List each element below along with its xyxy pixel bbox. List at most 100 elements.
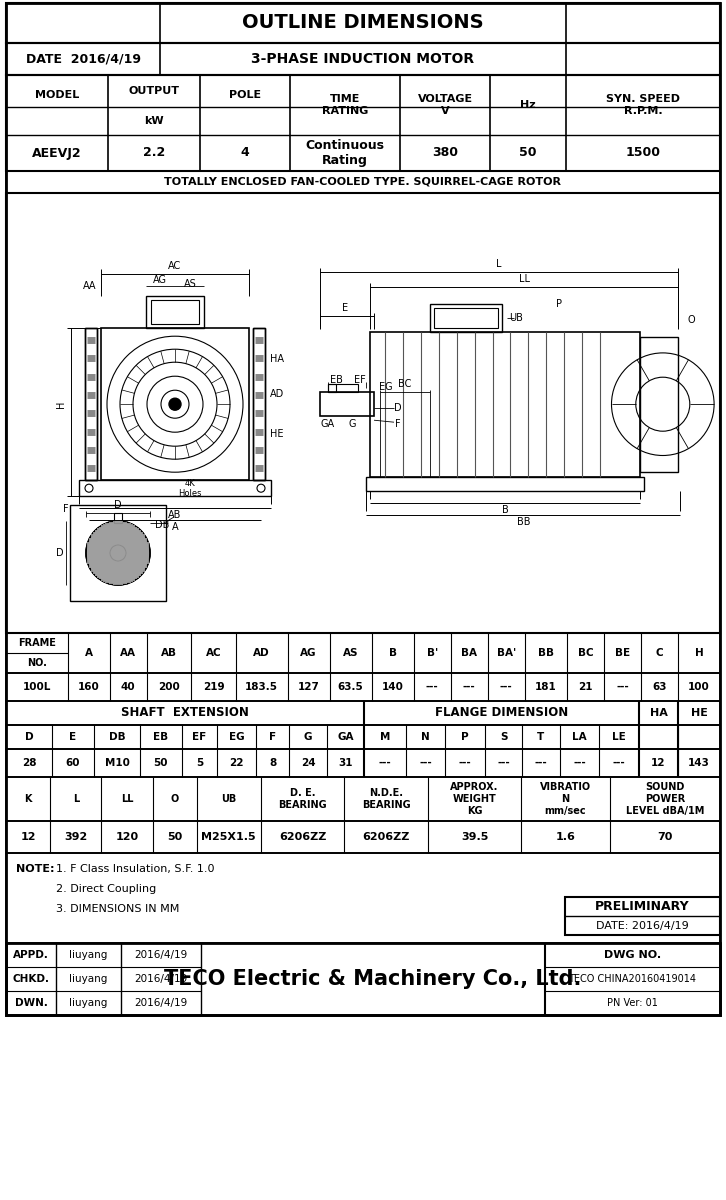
Text: AA: AA [121,648,136,658]
Text: 31: 31 [338,758,353,768]
Text: 22: 22 [229,758,244,768]
Bar [6,749,720,778]
Bar [328,384,336,392]
Text: DB: DB [155,520,169,530]
Text: D: D [25,732,33,742]
Text: OUTPUT: OUTPUT [129,86,179,96]
Text: 1. F Class Insulation, S.F. 1.0: 1. F Class Insulation, S.F. 1.0 [56,864,214,874]
Text: AA: AA [83,281,96,292]
Text: AEEVJ2: AEEVJ2 [32,146,82,160]
Text: ---: --- [613,758,625,768]
Bar [85,328,97,480]
Text: 2016/4/19: 2016/4/19 [134,974,187,984]
Text: DB: DB [109,732,126,742]
Text: S: S [500,732,507,742]
Text: N: N [421,732,430,742]
Text: DWN.: DWN. [15,998,47,1008]
Text: 6206ZZ: 6206ZZ [279,832,326,842]
Bar [253,328,265,480]
Bar [6,634,720,673]
Text: F: F [395,419,401,430]
Text: BA': BA' [497,648,516,658]
Text: EB: EB [330,376,343,385]
Text: 1500: 1500 [626,146,661,160]
Text: D: D [114,500,122,510]
Bar [85,328,97,480]
Bar [253,328,265,480]
Text: ---: --- [573,758,586,768]
Text: O: O [688,314,696,325]
Text: O: O [171,794,179,804]
Text: OUTLINE DIMENSIONS: OUTLINE DIMENSIONS [242,13,484,32]
Text: 24: 24 [301,758,315,768]
Text: 160: 160 [78,682,99,692]
Text: UB: UB [221,794,237,804]
Text: 70: 70 [657,832,672,842]
Bar [6,821,720,853]
Text: 120: 120 [115,832,139,842]
Text: ---: --- [463,682,476,692]
Text: ---: --- [534,758,547,768]
Text: PRELIMINARY: PRELIMINARY [595,900,690,913]
Text: HE: HE [270,430,284,439]
Text: DATE: 2016/4/19: DATE: 2016/4/19 [596,920,689,930]
Text: AG: AG [301,648,317,658]
Bar [565,898,720,935]
Text: 50: 50 [519,146,537,160]
Text: SOUND
POWER
LEVEL dBA/1M: SOUND POWER LEVEL dBA/1M [626,782,704,816]
Text: TECO Electric & Machinery Co., Ltd.: TECO Electric & Machinery Co., Ltd. [164,970,582,989]
Text: ---: --- [459,758,471,768]
Text: 140: 140 [382,682,404,692]
Text: N.D.E.
BEARING: N.D.E. BEARING [362,788,411,810]
Bar [6,193,720,634]
Bar [79,480,271,497]
Bar [320,392,374,416]
Text: E: E [70,732,76,742]
Bar [101,328,249,480]
Bar [6,778,720,821]
Text: 50: 50 [167,832,182,842]
Bar [253,328,265,480]
Text: P: P [461,732,469,742]
Text: LL: LL [518,274,529,283]
Text: 143: 143 [688,758,710,768]
Text: NO.: NO. [27,658,46,668]
Text: APPD.: APPD. [13,950,49,960]
Text: EB: EB [153,732,168,742]
Bar [253,328,265,480]
Text: TECO CHINA20160419014: TECO CHINA20160419014 [568,974,696,984]
Text: VOLTAGE
V: VOLTAGE V [417,95,473,115]
Text: CHKD.: CHKD. [12,974,49,984]
Text: 2016/4/19: 2016/4/19 [134,998,187,1008]
Text: 63: 63 [652,682,666,692]
Text: 21: 21 [578,682,592,692]
Text: M25X1.5: M25X1.5 [201,832,256,842]
Text: ---: --- [500,682,513,692]
Text: 380: 380 [432,146,458,160]
Bar [6,74,720,170]
Text: SYN. SPEED
R.P.M.: SYN. SPEED R.P.M. [606,95,680,115]
Text: BA: BA [461,648,477,658]
Bar [6,853,720,943]
Text: 8: 8 [269,758,277,768]
Text: 60: 60 [66,758,81,768]
Text: ---: --- [497,758,510,768]
Bar [6,43,720,74]
Text: E: E [342,302,348,313]
Text: 5: 5 [196,758,203,768]
Text: LL: LL [121,794,133,804]
Text: EF: EF [354,376,366,385]
Bar [328,384,358,392]
Text: HA: HA [650,708,667,718]
Text: GA: GA [321,419,335,430]
Text: 2016/4/19: 2016/4/19 [134,950,187,960]
Text: DWG NO.: DWG NO. [604,950,661,960]
Text: 183.5: 183.5 [245,682,278,692]
Text: AB: AB [168,510,182,521]
Text: 6206ZZ: 6206ZZ [362,832,410,842]
Text: ---: --- [378,758,391,768]
Circle shape [169,398,181,410]
Text: FRAME: FRAME [18,638,56,648]
Text: BB: BB [538,648,554,658]
Text: 2.2: 2.2 [143,146,165,160]
